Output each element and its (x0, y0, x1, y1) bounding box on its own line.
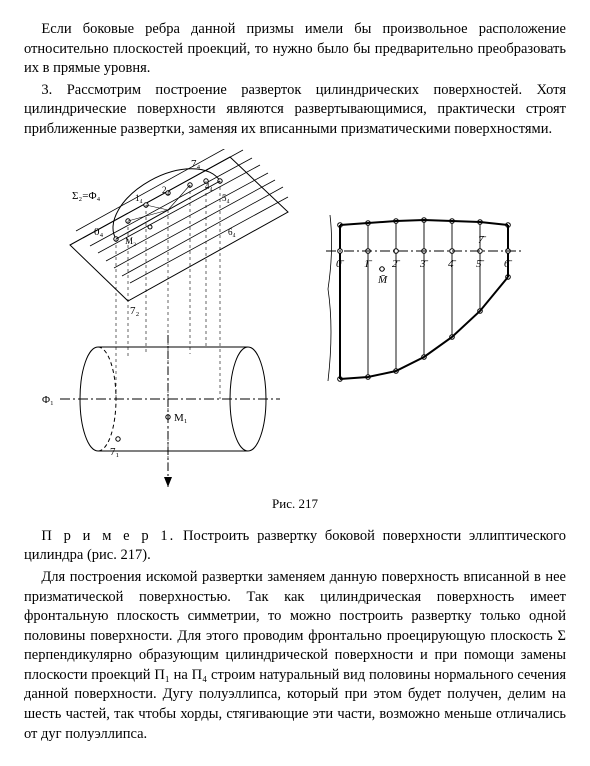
svg-text:7₁: 7₁ (110, 446, 120, 458)
svg-text:7₄: 7₄ (191, 158, 201, 170)
paragraph-example: П р и м е р 1. Построить развертку боков… (24, 527, 566, 566)
paragraph-2: 3. Рассмотрим построение разверток цилин… (24, 81, 566, 140)
svg-text:1̄: 1̄ (364, 258, 373, 270)
svg-text:5̄: 5̄ (476, 258, 485, 270)
svg-text:2̄: 2̄ (392, 258, 401, 270)
svg-text:0̄: 0̄ (336, 258, 345, 270)
svg-text:2₄: 2₄ (162, 185, 170, 195)
svg-text:Φ₁: Φ₁ (42, 394, 54, 406)
figure-caption: Рис. 217 (24, 495, 566, 513)
svg-text:0₄: 0₄ (94, 226, 104, 238)
svg-text:1₄: 1₄ (135, 193, 143, 203)
svg-text:5₄: 5₄ (222, 193, 230, 203)
svg-text:3̄: 3̄ (419, 258, 429, 270)
figure-217: Σ₂=Φ₄ 0₄ 7₄ 1₄ 2₄ 4₄ 5₄ 6₄ M₂ 7₂ (24, 149, 566, 489)
paragraph-4: Для построения искомой развертки заменяе… (24, 568, 566, 744)
paragraph-1: Если боковые ребра данной призмы имели б… (24, 20, 566, 79)
svg-text:4̄: 4̄ (448, 258, 457, 270)
svg-text:6̄: 6̄ (504, 258, 513, 270)
svg-text:6₄: 6₄ (228, 227, 236, 237)
svg-text:Σ₂=Φ₄: Σ₂=Φ₄ (72, 190, 100, 202)
example-label: П р и м е р 1. (41, 528, 175, 544)
svg-text:M̄: M̄ (377, 274, 388, 286)
svg-text:7₂: 7₂ (130, 305, 140, 317)
svg-text:M₂: M₂ (125, 236, 136, 246)
figure-svg: Σ₂=Φ₄ 0₄ 7₄ 1₄ 2₄ 4₄ 5₄ 6₄ M₂ 7₂ (30, 149, 560, 489)
svg-text:7̄: 7̄ (478, 234, 487, 246)
svg-text:M₁: M₁ (174, 412, 188, 424)
